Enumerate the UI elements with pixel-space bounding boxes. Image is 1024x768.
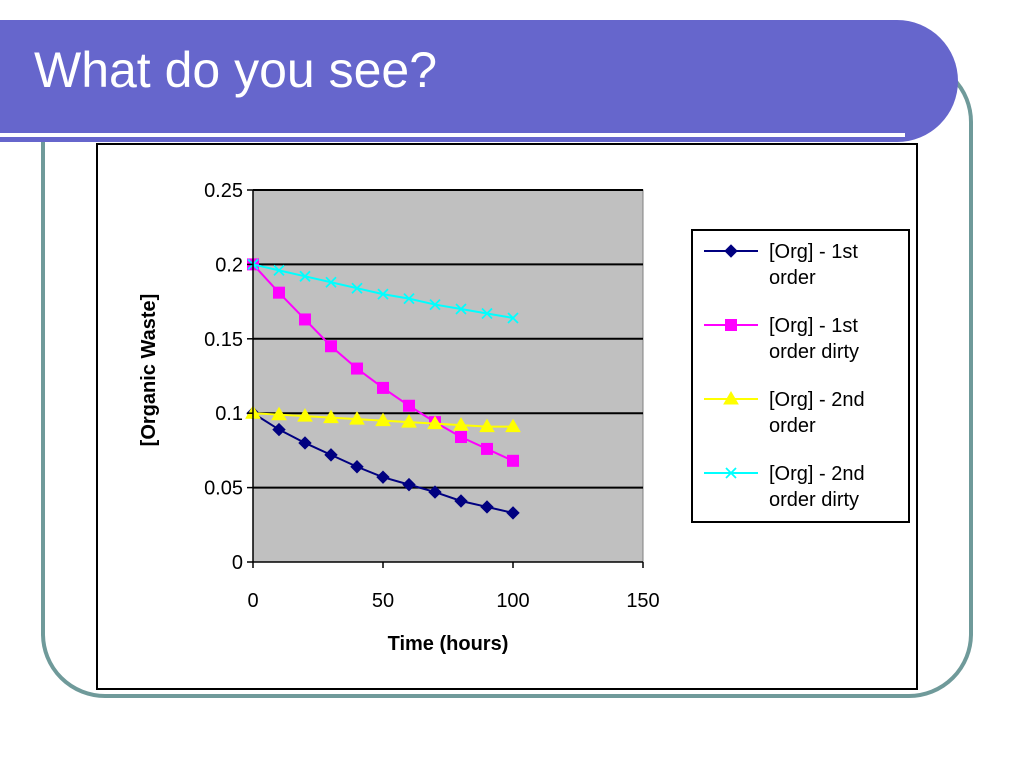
series-1-point xyxy=(454,494,468,508)
legend-swatch-marker xyxy=(723,391,739,405)
legend-label: [Org] - 2nd xyxy=(769,389,865,411)
series-2-point xyxy=(403,399,415,412)
legend-swatch-marker xyxy=(725,319,737,331)
series-4-point xyxy=(507,312,519,324)
chart-container: 0 0.05 0.1 0.15 0.2 0.25 0 50 100 150 Time (hours… xyxy=(96,143,918,690)
series-4-point xyxy=(429,298,441,311)
series-1-point xyxy=(506,506,520,520)
x-axis-title: Time (hours) xyxy=(388,633,509,655)
title-underline xyxy=(0,133,905,137)
y-tick-label: 0.25 xyxy=(204,180,243,202)
series-4-point xyxy=(325,276,337,288)
series-3-point xyxy=(427,415,443,430)
x-tick-label: 150 xyxy=(626,590,659,612)
series-1-point xyxy=(298,436,312,450)
y-tick-label: 0.2 xyxy=(215,254,243,276)
series-2-point xyxy=(481,442,493,455)
legend-item-1: [Org] - 1st order xyxy=(704,241,858,289)
legend-label: [Org] - 2nd xyxy=(769,463,865,485)
series-4-point xyxy=(403,292,415,305)
legend-swatch-marker xyxy=(724,244,738,258)
series-2-point xyxy=(377,381,389,394)
series-1-point xyxy=(402,477,416,492)
legend-item-4: [Org] - 2nd order dirty xyxy=(704,463,865,511)
series-3-point xyxy=(479,418,495,433)
series-3-point xyxy=(297,408,313,422)
series-3-point xyxy=(453,417,469,431)
title-banner xyxy=(0,20,958,142)
series-4-point xyxy=(481,307,493,320)
series-2-point xyxy=(273,286,285,299)
series-4-point xyxy=(299,270,311,282)
series-2-point xyxy=(507,454,519,467)
slide-title: What do you see? xyxy=(34,42,438,98)
series-3-point xyxy=(271,406,287,421)
series-1-point xyxy=(324,448,338,462)
series-3-point xyxy=(401,414,417,428)
series-3-point xyxy=(505,418,521,433)
y-tick-label: 0 xyxy=(232,552,243,574)
legend-label: order dirty xyxy=(769,489,859,511)
legend-label: order xyxy=(769,267,816,289)
series-3-point xyxy=(349,411,365,425)
legend-label: [Org] - 1st xyxy=(769,241,858,263)
x-tick-label: 50 xyxy=(372,590,394,612)
series-1-point xyxy=(376,470,390,484)
series-3-point xyxy=(323,409,339,424)
legend-label: order xyxy=(769,415,816,437)
series-2-point xyxy=(455,431,467,444)
series-2-point xyxy=(351,362,363,375)
y-axis-title: [Organic Waste] xyxy=(138,294,160,447)
series-4-point xyxy=(377,288,389,300)
x-tick-label: 100 xyxy=(496,590,529,612)
series-2-point xyxy=(299,313,311,326)
series-1-point xyxy=(350,460,364,474)
legend-item-2: [Org] - 1st order dirty xyxy=(704,315,859,363)
series-1-point xyxy=(480,500,494,514)
y-tick-label: 0.15 xyxy=(204,329,243,351)
y-tick-label: 0.1 xyxy=(215,403,243,425)
legend-label: order dirty xyxy=(769,341,859,363)
series-3-point xyxy=(375,412,391,427)
series-4-point xyxy=(455,303,467,315)
series-1-point xyxy=(272,422,286,437)
series-4-point xyxy=(351,282,363,294)
y-tick-label: 0.05 xyxy=(204,478,243,500)
series-2-point xyxy=(325,340,337,353)
legend-item-3: [Org] - 2nd order xyxy=(704,389,865,437)
series-4-point xyxy=(273,264,285,276)
legend-swatch-marker xyxy=(725,467,737,479)
legend-label: [Org] - 1st xyxy=(769,315,858,337)
line-chart: 0 0.05 0.1 0.15 0.2 0.25 0 50 100 150 Time (hours… xyxy=(138,180,910,655)
x-tick-label: 0 xyxy=(247,590,258,612)
series-1-point xyxy=(428,485,442,499)
plot-area xyxy=(252,189,644,563)
